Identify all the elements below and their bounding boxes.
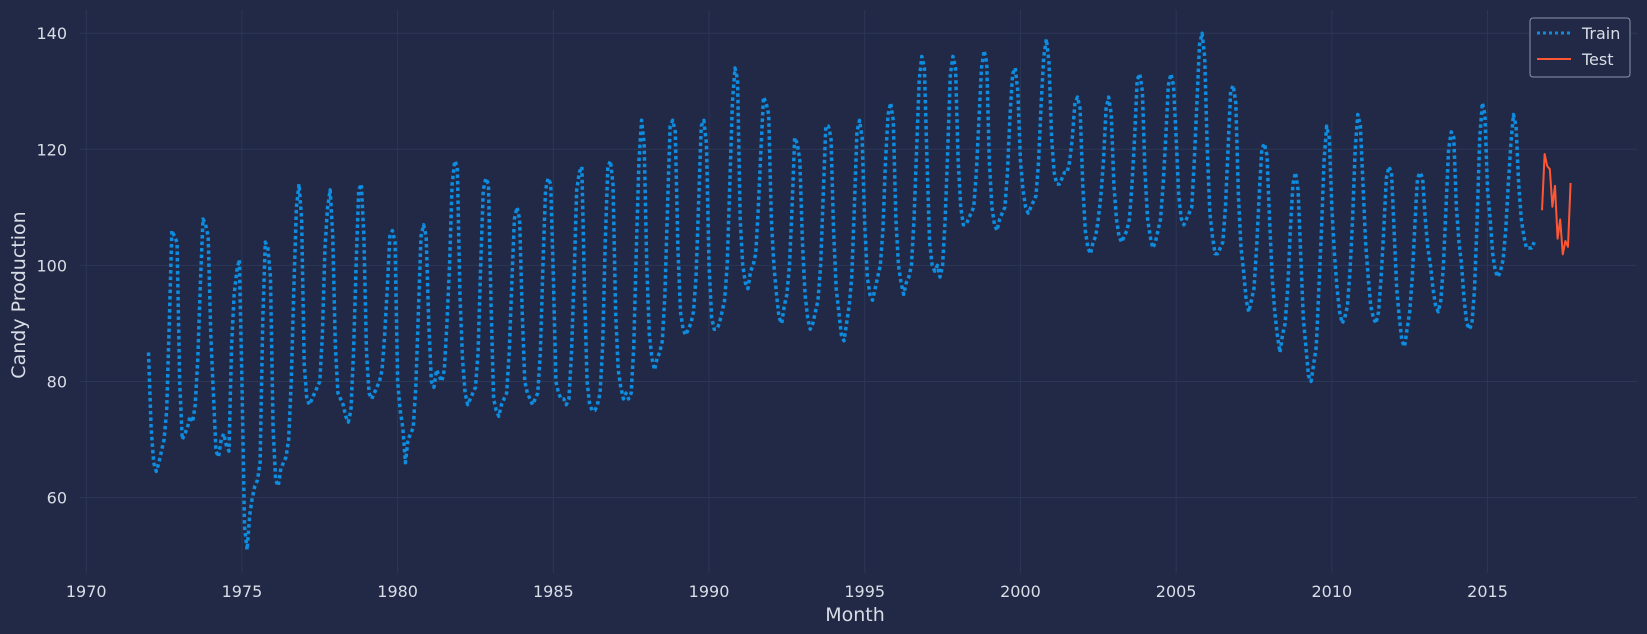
legend-test-label: Test bbox=[1581, 50, 1614, 69]
legend-train-label: Train bbox=[1581, 24, 1620, 43]
x-tick-label: 1970 bbox=[66, 582, 107, 601]
x-tick-label: 1975 bbox=[222, 582, 263, 601]
y-tick-label: 120 bbox=[36, 140, 67, 159]
y-tick-label: 60 bbox=[47, 489, 67, 508]
legend: Train Test bbox=[1529, 17, 1631, 78]
y-axis-label: Candy Production bbox=[8, 211, 30, 378]
tick-labels: 1970 1975 1980 1985 1990 1995 2000 2005 2010 2015… bbox=[36, 24, 1507, 601]
series-line-train bbox=[146, 31, 1536, 552]
x-tick-label: 2015 bbox=[1467, 582, 1508, 601]
x-tick-label: 2005 bbox=[1156, 582, 1197, 601]
x-axis-label: Month bbox=[825, 604, 885, 626]
y-tick-label: 80 bbox=[47, 372, 67, 391]
y-tick-label: 140 bbox=[36, 24, 67, 43]
x-tick-label: 1985 bbox=[533, 582, 574, 601]
x-tick-label: 1980 bbox=[377, 582, 418, 601]
x-tick-label: 1990 bbox=[689, 582, 730, 601]
series-line-test bbox=[1541, 152, 1572, 256]
x-tick-label: 2000 bbox=[1000, 582, 1041, 601]
y-tick-label: 100 bbox=[36, 256, 67, 275]
x-tick-label: 2010 bbox=[1311, 582, 1352, 601]
series-layer bbox=[146, 31, 1572, 552]
x-tick-label: 1995 bbox=[844, 582, 885, 601]
